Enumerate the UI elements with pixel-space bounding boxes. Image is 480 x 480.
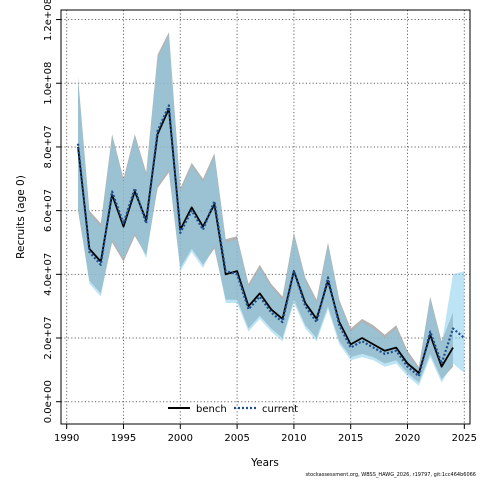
y-axis-title: Recruits (age 0) <box>15 175 27 259</box>
x-tick-label: 2020 <box>395 433 420 444</box>
y-tick-label: 6.0e+07 <box>43 189 54 232</box>
x-tick-label: 1990 <box>54 433 79 444</box>
grid-lines <box>61 10 470 424</box>
x-tick-label: 2015 <box>338 433 363 444</box>
footnote: stockassessment.org, WBSS_HAWG_2026, r19… <box>305 472 476 478</box>
x-tick-label: 2005 <box>224 433 249 444</box>
y-tick-label: 1.2e+08 <box>43 0 54 41</box>
x-axis: 1990 1995 2000 2005 2010 2015 2020 2025 <box>54 423 477 444</box>
y-tick-label: 1.0e+08 <box>43 62 54 105</box>
y-tick-label: 2.0e+07 <box>43 316 54 359</box>
series-lines <box>76 104 466 378</box>
x-axis-title: Years <box>250 457 279 469</box>
y-tick-label: 0.0e+00 <box>43 380 54 423</box>
x-tick-label: 2000 <box>168 433 193 444</box>
x-tick-label: 2025 <box>452 433 477 444</box>
y-tick-label: 4.0e+07 <box>43 253 54 296</box>
x-tick-label: 2010 <box>281 433 306 444</box>
confidence-band-current <box>78 35 465 386</box>
confidence-bands <box>78 32 465 386</box>
x-tick-label: 1995 <box>111 433 136 444</box>
legend-label-current: current <box>262 404 298 415</box>
legend: bench current <box>168 404 298 415</box>
y-axis: 0.0e+00 2.0e+07 4.0e+07 6.0e+07 8.0e+07 1.0e+… <box>43 0 62 423</box>
legend-label-bench: bench <box>196 404 227 415</box>
y-tick-label: 8.0e+07 <box>43 125 54 168</box>
series-line-current <box>76 104 466 378</box>
